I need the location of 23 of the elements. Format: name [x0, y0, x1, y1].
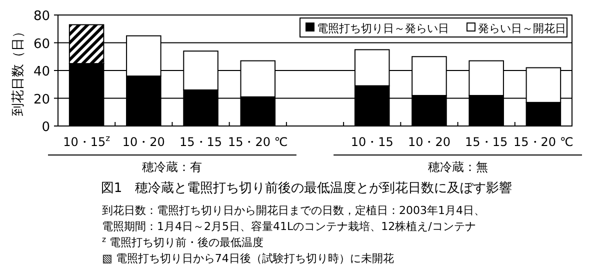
text: 穂冷蔵：有 — [142, 160, 202, 174]
y-tick-label: 0 — [42, 120, 50, 135]
x-tick-label: 15・15 — [465, 135, 508, 149]
text: 電照期間：1月4日～2月5日、容量41Lのコンテナ栽培、12株植え/コンテナ — [102, 220, 476, 233]
x-tick-label: 10・15 — [350, 135, 394, 149]
y-tick-label: 20 — [33, 92, 50, 108]
x-tick-label: 10・20 — [122, 135, 165, 149]
x-tick-label: 15・20 ℃ — [228, 135, 288, 149]
y-tick-label: 60 — [33, 36, 50, 52]
x-tick-label: 15・20 ℃ — [514, 135, 574, 149]
x-tick-label: 10・15$^{z}$ — [63, 133, 111, 149]
y-axis-title: 到花日数（日） — [11, 25, 26, 116]
y-tick-label: 80 — [33, 9, 50, 24]
legend-label: 発らい日～開花日 — [478, 22, 566, 35]
text: 図1 穂冷蔵と電照打ち切り前後の最低温度とが到花日数に及ぼす影響 — [100, 180, 512, 196]
y-tick-label: 40 — [33, 64, 50, 80]
text: 到花日数：電照打ち切り日から開花日までの日数，定植日：2003年1月4日、 — [102, 204, 485, 217]
text: 穂冷蔵：無 — [428, 160, 488, 174]
text: $^{z}$ 電照打ち切り前・後の最低温度 — [102, 234, 264, 249]
x-tick-label: 10・20 — [408, 135, 450, 149]
x-tick-label: 15・15 — [180, 135, 222, 149]
legend-label: 電照打ち切り日～発らい日 — [317, 22, 449, 35]
text: ▧ 電照打ち切り日から74日後（試験打ち切り時）に未開花 — [102, 252, 394, 265]
